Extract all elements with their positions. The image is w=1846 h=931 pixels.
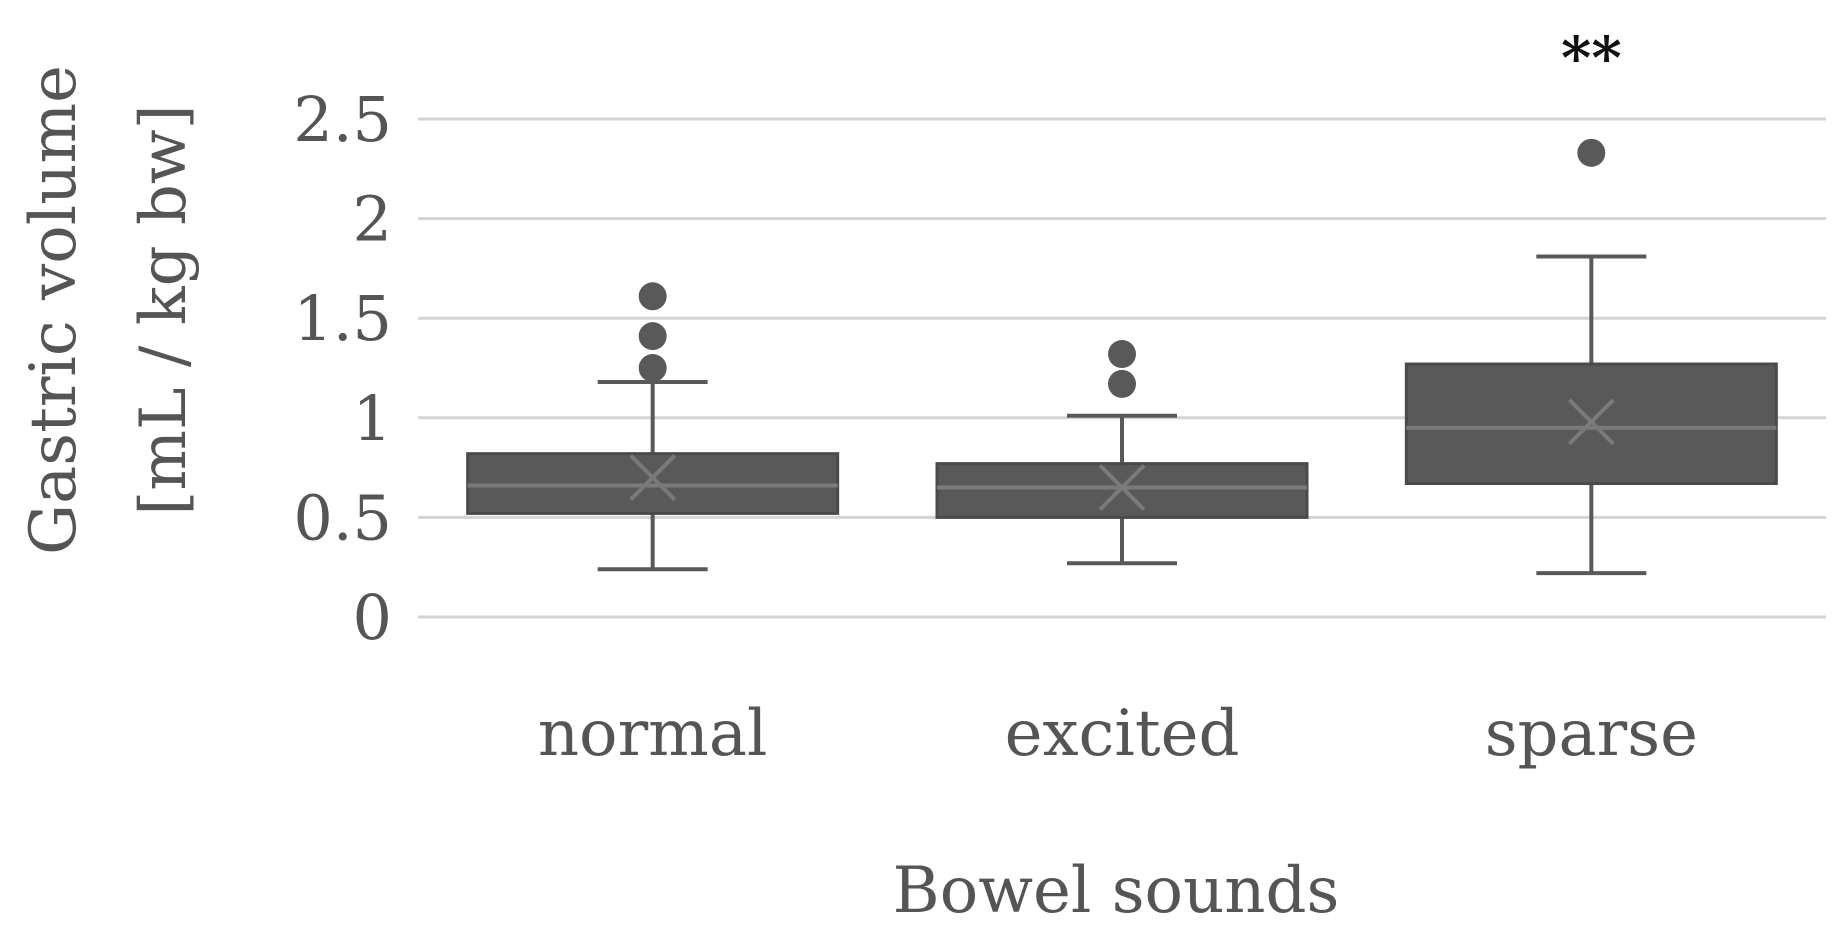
y-axis-title-line2: [mL / kg bw] (127, 104, 201, 515)
box-sparse: ** (1404, 24, 1778, 576)
outlier-point (1108, 369, 1136, 398)
box-series: ** (466, 24, 1778, 576)
iqr-box (935, 462, 1309, 519)
y-tick-label: 2.5 (293, 83, 392, 156)
box-normal (466, 282, 840, 572)
x-category-label: normal (538, 697, 768, 771)
mean-marker (629, 454, 677, 501)
box-excited (935, 340, 1309, 566)
outlier-point (638, 322, 667, 351)
y-tick-label: 0 (353, 581, 392, 654)
x-axis-title: Bowel sounds (893, 854, 1340, 928)
y-tick-label: 0.5 (293, 481, 392, 554)
y-tick-label: 1.5 (293, 282, 392, 355)
y-tick-label: 1 (353, 382, 392, 455)
mean-marker (1098, 464, 1146, 511)
x-category-labels: normal excited sparse (538, 697, 1698, 771)
x-category-label: sparse (1485, 697, 1698, 771)
y-tick-label: 2 (353, 183, 392, 256)
outlier-point (638, 282, 667, 311)
significance-annotation: ** (1561, 24, 1622, 92)
outlier-point (638, 354, 667, 382)
outlier-point (1108, 340, 1136, 369)
y-tick-labels: 0 0.5 1 1.5 2 2.5 (293, 83, 392, 654)
outlier-point (1577, 138, 1606, 167)
y-axis-title: Gastric volume [mL / kg bw] (17, 65, 201, 555)
y-axis-title-line1: Gastric volume (17, 65, 91, 555)
mean-marker (1567, 398, 1615, 446)
x-category-label: excited (1005, 697, 1240, 771)
